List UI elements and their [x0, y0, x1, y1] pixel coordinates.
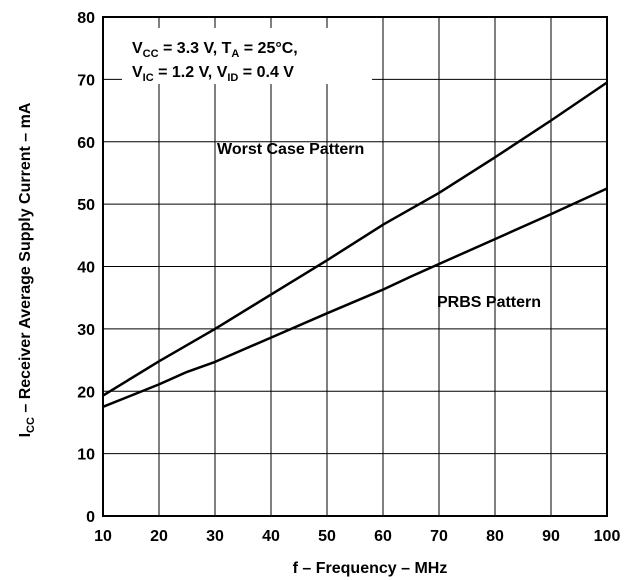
x-tick-label: 10: [94, 528, 112, 545]
x-tick-label: 30: [206, 528, 224, 545]
x-tick-label: 100: [594, 528, 621, 545]
y-tick-label: 60: [77, 135, 95, 152]
series-label-worst-case: Worst Case Pattern: [217, 141, 364, 158]
x-tick-label: 40: [262, 528, 280, 545]
y-tick-label: 20: [77, 384, 95, 401]
grid-lines: [103, 17, 607, 516]
x-tick-label: 50: [318, 528, 336, 545]
series-label-prbs: PRBS Pattern: [437, 294, 541, 311]
series-line-worst-case: [102, 81, 608, 397]
test-conditions-annotation: VCC = 3.3 V, TA = 25°C, VIC = 1.2 V, VID …: [122, 28, 372, 84]
x-tick-label: 90: [542, 528, 560, 545]
y-tick-label: 0: [86, 509, 95, 526]
conditions-line-2: VIC = 1.2 V, VID = 0.4 V: [132, 64, 294, 84]
conditions-line-1: VCC = 3.3 V, TA = 25°C,: [132, 40, 298, 60]
x-tick-label: 70: [430, 528, 448, 545]
x-tick-label: 60: [374, 528, 392, 545]
x-axis-label: f – Frequency – MHz: [293, 560, 448, 577]
y-tick-label: 30: [77, 322, 95, 339]
x-tick-labels: 10 20 30 40 50 60 70 80 90 100: [94, 528, 620, 545]
y-axis-label: ICC – Receiver Average Supply Current – …: [17, 102, 37, 437]
series-lines: [102, 81, 608, 408]
y-tick-label: 70: [77, 72, 95, 89]
x-tick-label: 20: [150, 528, 168, 545]
y-tick-label: 80: [77, 10, 95, 27]
y-tick-label: 10: [77, 447, 95, 464]
y-tick-label: 50: [77, 197, 95, 214]
x-tick-label: 80: [486, 528, 504, 545]
y-tick-label: 40: [77, 260, 95, 277]
series-line-prbs: [102, 187, 608, 408]
conditions-background: [122, 28, 372, 84]
y-tick-labels: 0 10 20 30 40 50 60 70 80: [77, 10, 95, 526]
plot-frame: [102, 16, 608, 517]
